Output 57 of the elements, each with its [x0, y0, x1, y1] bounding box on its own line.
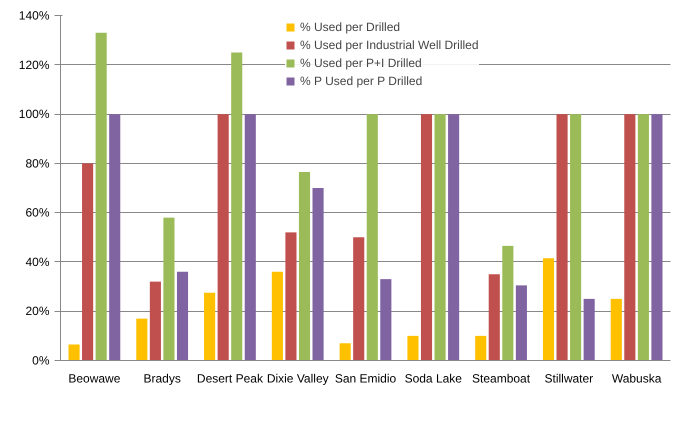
- bar: [109, 114, 120, 360]
- bar: [204, 292, 216, 360]
- bar: [610, 298, 622, 360]
- bar: [68, 344, 80, 360]
- x-tick-label: Steamboat: [472, 372, 531, 386]
- bar: [516, 285, 527, 360]
- bar: [353, 237, 364, 360]
- legend-label: % P Used per P Drilled: [300, 74, 422, 88]
- bar: [231, 52, 242, 360]
- x-tick-label: Stillwater: [544, 372, 594, 386]
- bar: [502, 246, 514, 360]
- y-tick-label: 140%: [18, 8, 50, 22]
- bar: [407, 336, 418, 360]
- x-tick-label: Beowawe: [68, 372, 121, 386]
- bar: [556, 114, 568, 360]
- bar: [488, 274, 500, 360]
- bar: [434, 114, 446, 360]
- bar: [82, 163, 94, 360]
- y-tick-label: 40%: [25, 254, 50, 269]
- y-tick-label: 20%: [25, 304, 50, 318]
- bar: [218, 114, 229, 360]
- bar: [285, 232, 296, 360]
- bar: [366, 114, 378, 360]
- bar: [420, 114, 432, 360]
- bar: [244, 114, 256, 360]
- bar: [136, 318, 148, 360]
- x-tick-label: Soda Lake: [404, 372, 462, 386]
- bar: [651, 114, 662, 360]
- bar: [272, 272, 283, 360]
- y-tick-label: 80%: [25, 156, 50, 170]
- x-tick-label: San Emidio: [334, 372, 397, 386]
- y-tick-label: 120%: [18, 58, 50, 72]
- bar: [624, 114, 636, 360]
- bar: [298, 172, 310, 360]
- bar: [96, 32, 107, 360]
- legend-label: % Used per Industrial Well Drilled: [300, 38, 479, 52]
- bar: [312, 188, 324, 360]
- y-tick-label: 0%: [32, 354, 50, 368]
- x-tick-label: Wabuska: [612, 372, 662, 386]
- bar: [380, 279, 392, 360]
- bar: [340, 343, 351, 360]
- bar: [570, 114, 582, 360]
- bar: [150, 282, 161, 360]
- y-tick-label: 60%: [25, 206, 50, 220]
- bar: [163, 218, 174, 360]
- x-tick-label: Bradys: [143, 372, 181, 386]
- legend-label: % Used per Drilled: [300, 20, 400, 34]
- bar: [448, 114, 460, 360]
- x-tick-label: Desert Peak: [196, 372, 264, 386]
- x-tick-label: Dixie Valley: [266, 372, 329, 386]
- legend-label: % Used per P+I Drilled: [300, 56, 422, 70]
- bar: [475, 336, 486, 360]
- bar: [176, 272, 188, 360]
- y-tick-label: 100%: [18, 107, 50, 122]
- bar: [542, 258, 554, 360]
- bar: [584, 298, 595, 360]
- bar: [638, 114, 649, 360]
